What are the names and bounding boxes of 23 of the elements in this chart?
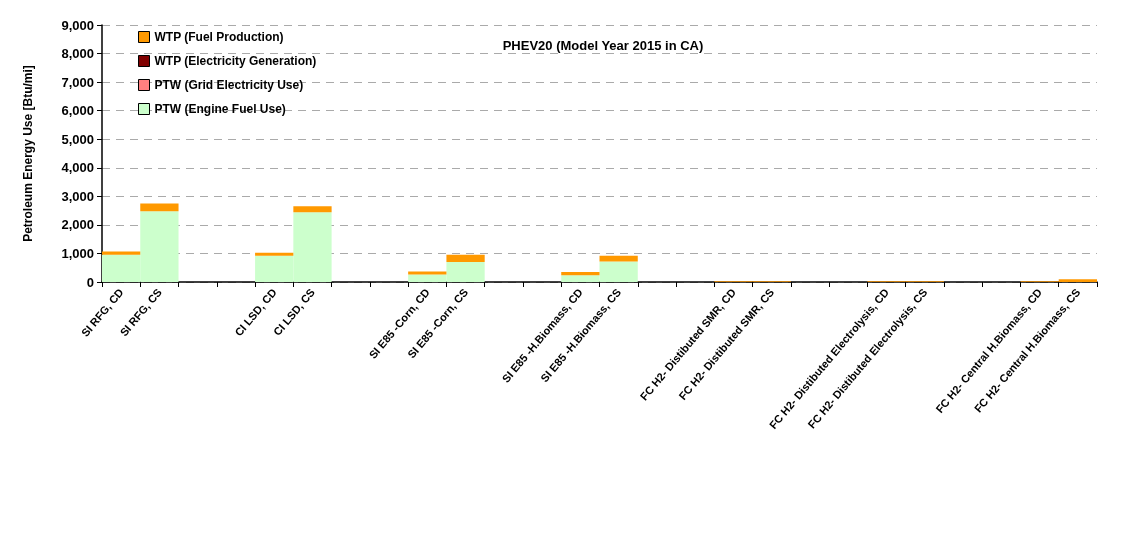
y-tick-label: 2,000: [61, 217, 94, 233]
y-tick-label: 8,000: [61, 46, 94, 62]
bar: [408, 271, 447, 275]
y-tick-label: 1,000: [61, 245, 94, 261]
bar: [293, 206, 332, 213]
legend-label: WTP (Electricity Generation): [154, 54, 317, 68]
bar: [255, 252, 294, 256]
bar: [561, 272, 600, 276]
legend-label: PTW (Engine Fuel Use): [154, 102, 286, 116]
legend-label: WTP (Fuel Production): [154, 30, 284, 44]
y-tick-label: 6,000: [61, 103, 94, 119]
y-tick-label: 4,000: [61, 160, 94, 176]
text: PHEV20 (Model Year 2015 in CA): [502, 38, 704, 53]
y-tick-label: 3,000: [61, 188, 94, 204]
y-tick-label: 7,000: [61, 74, 94, 90]
legend-label: PTW (Grid Electricity Use): [154, 78, 304, 92]
y-tick-label: 0: [86, 274, 94, 290]
bar: [140, 203, 179, 212]
y-tick-label: 5,000: [61, 131, 94, 147]
bar: [102, 251, 141, 255]
y-axis-title: Petroleum Energy Use [Btu/mi]: [21, 65, 35, 242]
y-tick-label: 9,000: [61, 17, 94, 33]
bar: [446, 254, 485, 263]
